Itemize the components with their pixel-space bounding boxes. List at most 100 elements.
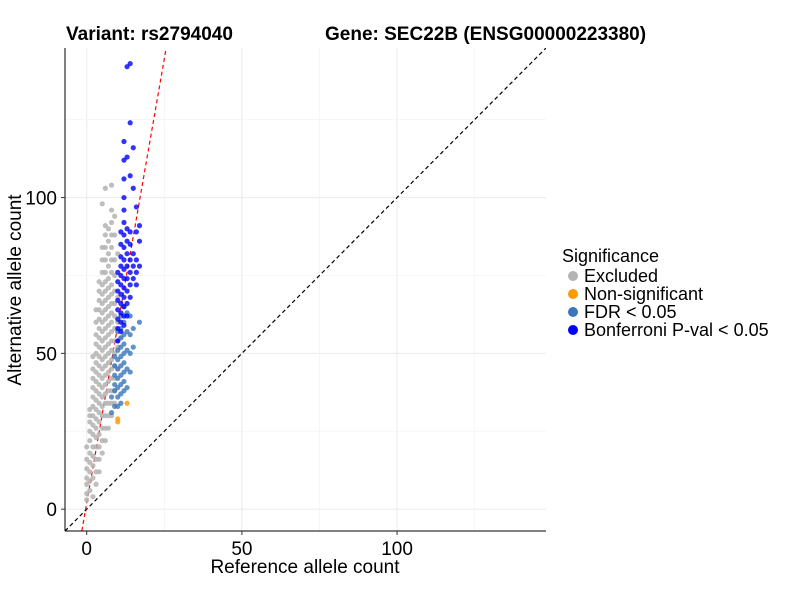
y-tick-label: 100 bbox=[25, 189, 57, 210]
data-point-bonf bbox=[136, 238, 143, 244]
data-point-excluded bbox=[112, 232, 118, 238]
data-point-bonf bbox=[127, 60, 133, 67]
legend-item-nonsig: Non-significant bbox=[562, 285, 769, 303]
data-point-excluded bbox=[96, 419, 102, 425]
data-point-bonf bbox=[127, 294, 133, 300]
legend-swatch bbox=[568, 271, 578, 281]
data-point-bonf bbox=[121, 322, 127, 328]
data-point-bonf bbox=[121, 207, 127, 213]
data-point-bonf bbox=[133, 204, 139, 210]
data-point-fdr bbox=[130, 325, 136, 332]
data-point-bonf bbox=[124, 313, 130, 319]
data-point-excluded bbox=[90, 462, 96, 469]
legend-swatch bbox=[568, 325, 578, 335]
data-point-bonf bbox=[121, 194, 127, 201]
data-point-bonf bbox=[136, 263, 143, 269]
data-point-excluded bbox=[108, 282, 115, 288]
data-point-bonf bbox=[121, 219, 127, 226]
legend-swatch bbox=[568, 307, 578, 317]
data-point-bonf bbox=[121, 138, 127, 145]
data-point-excluded bbox=[105, 275, 112, 282]
legend: Significance Excluded Non-significant FDR … bbox=[562, 245, 769, 339]
data-point-bonf bbox=[133, 282, 139, 288]
legend-label: FDR < 0.05 bbox=[584, 302, 677, 322]
legend-title: Significance bbox=[562, 246, 660, 266]
data-point-excluded bbox=[90, 494, 96, 500]
legend-item-excluded: Excluded bbox=[562, 267, 769, 285]
data-point-bonf bbox=[130, 263, 136, 269]
data-point-excluded bbox=[96, 444, 102, 450]
data-point-excluded bbox=[96, 431, 102, 437]
data-point-bonf bbox=[124, 288, 130, 294]
data-point-excluded bbox=[108, 182, 115, 188]
data-point-bonf bbox=[127, 282, 133, 288]
data-point-fdr bbox=[121, 378, 127, 385]
data-point-fdr bbox=[121, 360, 127, 366]
data-point-excluded bbox=[108, 207, 115, 213]
data-point-excluded bbox=[102, 269, 108, 275]
data-point-excluded bbox=[87, 469, 93, 475]
data-point-bonf bbox=[130, 145, 136, 151]
data-point-excluded bbox=[102, 257, 108, 263]
data-point-bonf bbox=[136, 223, 143, 229]
data-point-bonf bbox=[127, 241, 133, 247]
reference-line bbox=[81, 48, 167, 531]
data-point-fdr bbox=[127, 369, 133, 375]
data-point-bonf bbox=[130, 185, 136, 191]
data-point-excluded bbox=[102, 244, 108, 251]
y-axis-label: Alternative allele count bbox=[5, 194, 26, 386]
data-point-fdr bbox=[121, 341, 127, 347]
data-points bbox=[84, 60, 143, 503]
data-point-fdr bbox=[108, 394, 115, 400]
tick-labels: 0 50 100 0 50 100 bbox=[25, 189, 413, 560]
legend-swatch bbox=[568, 289, 578, 299]
data-point-bonf bbox=[133, 269, 139, 275]
x-tick-label: 50 bbox=[231, 539, 252, 560]
y-tick-label: 0 bbox=[46, 500, 57, 521]
data-point-excluded bbox=[93, 425, 99, 431]
data-point-excluded bbox=[99, 201, 105, 207]
data-point-excluded bbox=[105, 425, 112, 431]
data-point-bonf bbox=[115, 338, 121, 344]
data-point-bonf bbox=[124, 251, 130, 257]
data-point-nonsig bbox=[115, 416, 121, 422]
data-point-bonf bbox=[127, 229, 133, 235]
data-point-bonf bbox=[118, 328, 124, 335]
data-point-excluded bbox=[90, 475, 96, 481]
data-point-excluded bbox=[105, 251, 112, 257]
data-point-bonf bbox=[121, 244, 127, 251]
data-point-excluded bbox=[87, 487, 93, 494]
data-point-bonf bbox=[133, 229, 139, 235]
data-point-excluded bbox=[105, 226, 112, 232]
data-point-fdr bbox=[130, 344, 136, 350]
data-point-fdr bbox=[118, 400, 124, 406]
data-point-bonf bbox=[130, 275, 136, 282]
data-point-fdr bbox=[108, 409, 115, 416]
data-point-bonf bbox=[127, 269, 133, 275]
data-point-excluded bbox=[84, 497, 90, 503]
legend-label: Non-significant bbox=[584, 284, 704, 304]
legend-item-fdr: FDR < 0.05 bbox=[562, 303, 769, 321]
data-point-excluded bbox=[96, 469, 102, 475]
data-point-bonf bbox=[124, 275, 130, 282]
grid-lines bbox=[65, 48, 546, 531]
data-point-excluded bbox=[108, 244, 115, 251]
axes bbox=[61, 48, 546, 535]
data-point-fdr bbox=[124, 385, 130, 391]
data-point-excluded bbox=[102, 185, 108, 191]
data-point-excluded bbox=[108, 219, 115, 226]
data-point-bonf bbox=[121, 294, 127, 300]
data-point-excluded bbox=[93, 481, 99, 487]
x-tick-label: 100 bbox=[381, 539, 413, 560]
data-point-fdr bbox=[136, 319, 143, 325]
data-point-bonf bbox=[121, 176, 127, 182]
data-point-excluded bbox=[102, 438, 108, 444]
data-point-excluded bbox=[96, 456, 102, 462]
reference-lines bbox=[65, 48, 546, 531]
data-point-excluded bbox=[112, 257, 118, 263]
data-point-fdr bbox=[127, 332, 133, 338]
gene-title: Gene: SEC22B (ENSG00000223380) bbox=[325, 24, 647, 45]
variant-title: Variant: rs2794040 bbox=[66, 24, 233, 45]
x-axis-label: Reference allele count bbox=[210, 557, 400, 578]
